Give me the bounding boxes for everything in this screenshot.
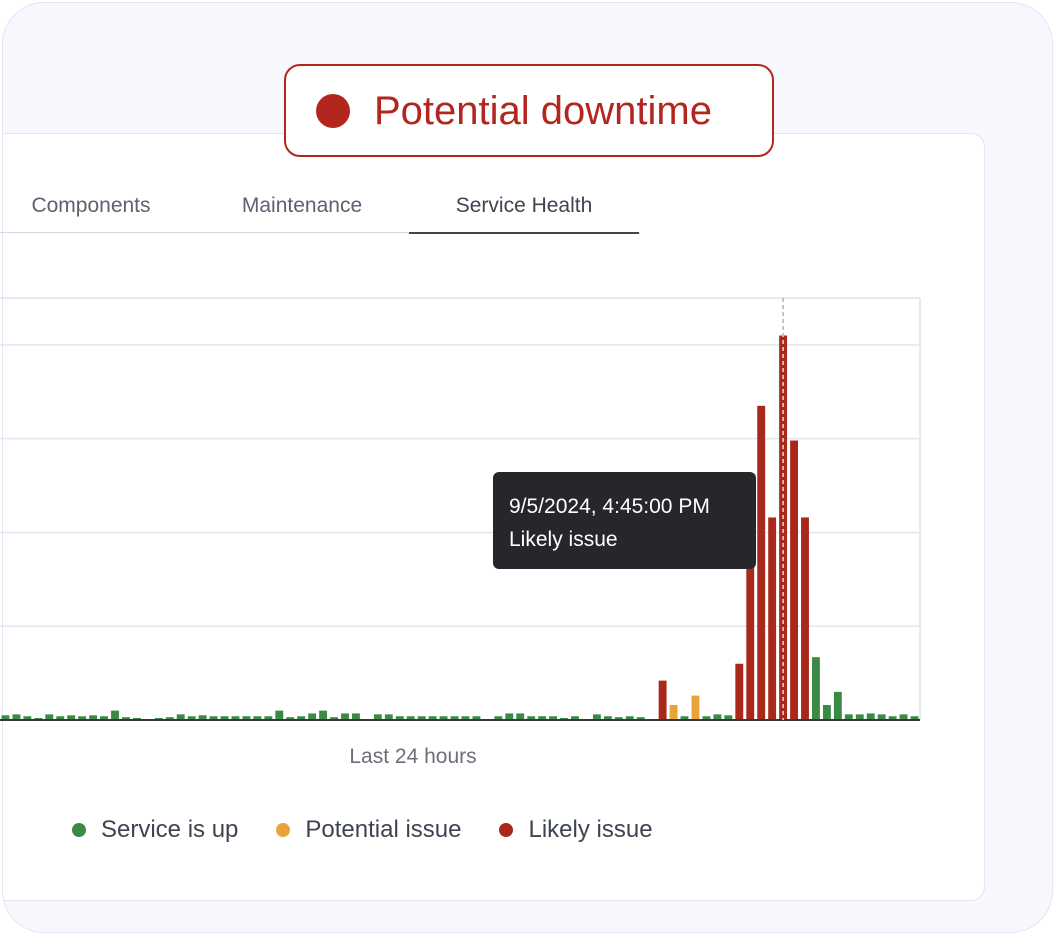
bar-likely <box>801 517 809 720</box>
bar-up <box>89 715 98 720</box>
legend-item-likely: Likely issue <box>499 816 653 844</box>
bar-up <box>822 704 831 720</box>
bar-up <box>176 714 185 720</box>
bar-up <box>603 716 612 720</box>
bar-up <box>23 716 32 720</box>
bar-up <box>286 717 295 720</box>
legend-label: Potential issue <box>305 816 462 843</box>
bar-up <box>78 716 87 720</box>
status-text: Potential downtime <box>374 88 712 133</box>
bar-up <box>592 714 601 720</box>
bar-up <box>833 691 842 720</box>
bar-up <box>538 716 547 720</box>
bar-up <box>461 716 470 720</box>
bar-up <box>395 716 404 720</box>
bar-up <box>308 713 317 720</box>
bar-up <box>636 717 645 720</box>
bar-potential <box>669 704 678 720</box>
tab-maintenance[interactable]: Maintenance <box>241 194 363 217</box>
bar-up <box>187 716 196 720</box>
bar-up <box>680 716 689 720</box>
bar-up <box>713 714 722 720</box>
bar-up <box>450 716 459 720</box>
bar-up <box>253 716 262 720</box>
tab-bar: Components Maintenance Service Health <box>0 186 640 234</box>
bar-up <box>812 657 820 720</box>
bar-up <box>702 716 711 720</box>
bar-up <box>264 716 273 720</box>
bar-up <box>888 716 897 720</box>
bar-up <box>198 715 207 720</box>
tab-components[interactable]: Components <box>31 194 151 217</box>
bar-likely <box>735 663 744 720</box>
bar-likely <box>746 537 755 720</box>
bar-up <box>122 717 130 720</box>
bar-up <box>724 715 733 720</box>
chart-tooltip: 9/5/2024, 4:45:00 PM Likely issue <box>493 472 756 569</box>
bar-up <box>220 716 229 720</box>
bar-up <box>352 713 360 720</box>
bar-up <box>45 714 54 720</box>
tab-service-health[interactable]: Service Health <box>409 192 639 234</box>
bar-up <box>866 713 875 720</box>
bar-up <box>494 716 503 720</box>
bar-up <box>231 716 240 720</box>
bar-up <box>527 716 536 720</box>
bar-up <box>209 716 218 720</box>
bar-up <box>275 710 284 720</box>
bar-up <box>341 713 349 720</box>
tooltip-time: 9/5/2024, 4:45:00 PM <box>509 495 710 518</box>
bar-up <box>242 716 251 720</box>
bar-up <box>384 714 393 720</box>
bar-up <box>111 710 119 720</box>
bar-up <box>571 716 579 720</box>
legend-item-up: Service is up <box>72 816 238 844</box>
legend-item-potential: Potential issue <box>276 816 461 844</box>
status-dot-icon <box>316 93 350 128</box>
bar-up <box>844 714 853 720</box>
bar-up <box>417 716 426 720</box>
bar-up <box>297 716 306 720</box>
bar-up <box>100 716 108 720</box>
chart-legend: Service is up Potential issue Likely iss… <box>72 812 691 848</box>
bar-up <box>625 716 634 720</box>
bar-likely <box>757 405 766 720</box>
tooltip-status: Likely issue <box>509 528 618 551</box>
bar-potential <box>691 695 700 720</box>
bar-up <box>67 715 76 720</box>
bar-up <box>877 714 886 720</box>
bar-up <box>855 714 864 720</box>
x-axis-label: Last 24 hours <box>349 745 477 768</box>
bar-up <box>428 716 437 720</box>
bar-up <box>319 710 328 720</box>
bar-up <box>12 714 21 720</box>
bar-up <box>549 716 558 720</box>
bar-likely <box>790 440 798 720</box>
bar-up <box>439 716 448 720</box>
bar-up <box>516 713 525 720</box>
legend-dot-icon <box>276 823 291 837</box>
bar-up <box>373 714 382 720</box>
bar-up <box>406 716 415 720</box>
bar-up <box>910 716 919 720</box>
bar-likely <box>768 517 777 720</box>
bar-up <box>56 716 65 720</box>
status-badge: Potential downtime <box>284 64 774 157</box>
legend-label: Likely issue <box>528 816 653 843</box>
bar-up <box>1 715 10 720</box>
legend-dot-icon <box>72 823 86 837</box>
legend-label: Service is up <box>101 816 239 843</box>
bar-likely <box>779 335 788 720</box>
service-health-chart <box>0 297 921 721</box>
bar-up <box>614 717 623 720</box>
bar-up <box>505 713 514 720</box>
bar-likely <box>658 680 667 720</box>
bar-up <box>472 716 481 720</box>
bar-up <box>899 714 908 720</box>
bar-up <box>165 717 174 720</box>
bar-up <box>330 717 338 720</box>
legend-dot-icon <box>499 823 514 837</box>
